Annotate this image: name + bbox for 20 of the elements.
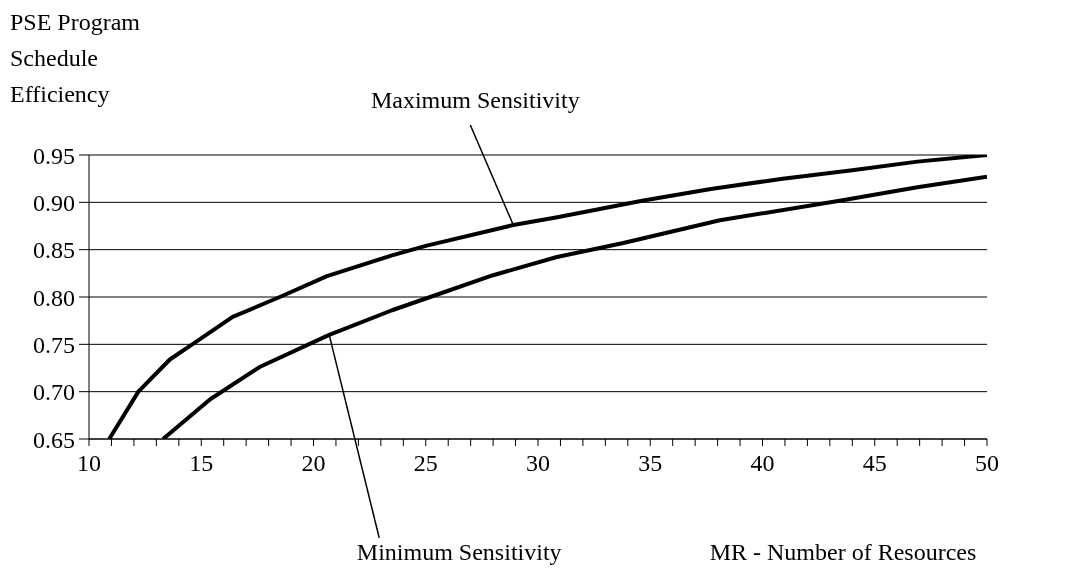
x-tick-label: 25 (413, 450, 438, 477)
x-tick-label: 40 (750, 450, 775, 477)
x-tick-label: 45 (862, 450, 887, 477)
x-tick-label: 35 (638, 450, 663, 477)
y-tick-label: 0.75 (33, 331, 75, 358)
y-axis-title: PSE Program Schedule Efficiency (10, 9, 141, 107)
y-tick-label: 0.65 (33, 426, 75, 453)
y-tick-label: 0.80 (33, 284, 75, 311)
x-tick-label: 15 (189, 450, 214, 477)
x-tick-label: 30 (526, 450, 550, 477)
x-tick-label: 20 (301, 450, 326, 477)
x-axis-title: MR - Number of Resources (709, 539, 977, 565)
y-tick-label: 0.95 (33, 142, 75, 169)
y-tick-label: 0.90 (33, 189, 75, 216)
y-tick-label: 0.85 (33, 237, 75, 264)
y-tick-label: 0.70 (33, 379, 75, 406)
x-tick-label: 10 (77, 450, 101, 477)
annotation: Maximum Sensitivity (370, 87, 580, 114)
annotation: Minimum Sensitivity (356, 538, 562, 565)
x-tick-label: 50 (975, 450, 999, 477)
